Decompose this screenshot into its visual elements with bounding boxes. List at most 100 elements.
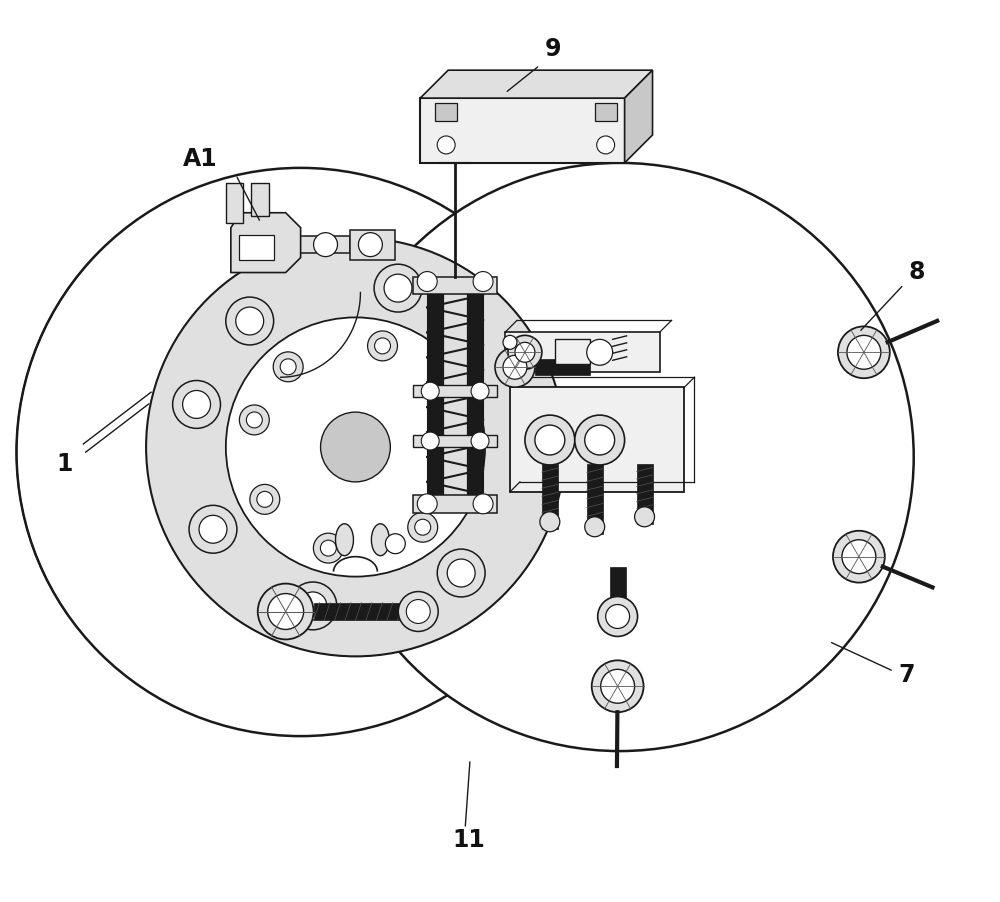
Circle shape xyxy=(842,540,876,574)
Circle shape xyxy=(385,534,405,554)
Circle shape xyxy=(508,336,542,370)
Circle shape xyxy=(525,416,575,465)
Circle shape xyxy=(421,433,439,450)
Circle shape xyxy=(417,272,437,292)
Bar xyxy=(468,283,483,507)
Circle shape xyxy=(146,238,565,657)
Circle shape xyxy=(199,516,227,544)
Circle shape xyxy=(313,534,343,564)
Ellipse shape xyxy=(371,524,389,556)
Circle shape xyxy=(540,512,560,532)
Circle shape xyxy=(375,338,391,354)
Circle shape xyxy=(398,592,438,631)
Bar xyxy=(587,465,603,534)
Circle shape xyxy=(473,494,493,514)
Text: 7: 7 xyxy=(899,663,915,686)
Circle shape xyxy=(415,520,431,536)
Circle shape xyxy=(585,517,605,537)
Polygon shape xyxy=(420,99,625,163)
Bar xyxy=(535,360,590,376)
Circle shape xyxy=(289,583,337,630)
Polygon shape xyxy=(231,214,301,273)
Circle shape xyxy=(421,382,439,400)
Circle shape xyxy=(535,426,565,456)
Bar xyxy=(505,333,660,373)
Circle shape xyxy=(592,660,644,713)
Bar xyxy=(239,235,274,261)
Bar xyxy=(443,283,467,507)
Circle shape xyxy=(226,318,485,577)
Bar xyxy=(510,388,684,492)
Circle shape xyxy=(598,597,638,637)
Bar xyxy=(413,436,497,447)
Circle shape xyxy=(314,234,338,257)
Circle shape xyxy=(273,353,303,382)
Bar xyxy=(314,603,418,621)
Circle shape xyxy=(299,593,327,621)
Bar xyxy=(435,104,457,122)
Text: 1: 1 xyxy=(56,451,73,475)
Circle shape xyxy=(173,381,220,428)
Circle shape xyxy=(368,332,397,362)
Bar xyxy=(542,465,558,529)
Circle shape xyxy=(471,382,489,400)
Ellipse shape xyxy=(336,524,353,556)
Circle shape xyxy=(473,272,493,292)
Circle shape xyxy=(321,412,390,483)
Circle shape xyxy=(495,348,535,388)
Circle shape xyxy=(236,308,264,336)
Circle shape xyxy=(326,163,914,751)
Circle shape xyxy=(189,506,237,554)
Circle shape xyxy=(601,669,635,704)
Bar xyxy=(413,277,497,295)
Text: 9: 9 xyxy=(545,37,561,61)
Circle shape xyxy=(838,327,890,379)
Circle shape xyxy=(437,137,455,155)
Circle shape xyxy=(515,343,535,363)
Circle shape xyxy=(635,507,655,527)
Circle shape xyxy=(16,169,585,736)
Circle shape xyxy=(226,298,274,345)
Circle shape xyxy=(503,336,517,350)
Text: 11: 11 xyxy=(452,827,485,851)
Circle shape xyxy=(358,234,382,257)
Circle shape xyxy=(606,605,630,629)
Bar xyxy=(595,104,617,122)
Bar xyxy=(427,283,442,507)
Polygon shape xyxy=(625,71,653,163)
Bar xyxy=(610,567,626,617)
Circle shape xyxy=(587,340,613,366)
Circle shape xyxy=(575,416,625,465)
Polygon shape xyxy=(226,184,243,224)
Circle shape xyxy=(183,391,211,419)
Bar xyxy=(413,495,497,513)
Circle shape xyxy=(503,356,527,380)
Circle shape xyxy=(597,137,615,155)
Circle shape xyxy=(280,360,296,375)
Circle shape xyxy=(833,531,885,583)
Circle shape xyxy=(406,600,430,624)
Circle shape xyxy=(258,584,314,640)
Circle shape xyxy=(246,412,262,428)
Circle shape xyxy=(320,540,336,557)
Circle shape xyxy=(408,512,438,542)
Circle shape xyxy=(384,275,412,303)
Circle shape xyxy=(585,426,615,456)
Bar xyxy=(555,340,590,365)
Circle shape xyxy=(417,494,437,514)
Polygon shape xyxy=(251,184,269,216)
Circle shape xyxy=(437,549,485,597)
Polygon shape xyxy=(286,236,350,253)
Circle shape xyxy=(239,406,269,436)
Circle shape xyxy=(268,594,304,630)
Polygon shape xyxy=(420,71,653,99)
Circle shape xyxy=(471,433,489,450)
Circle shape xyxy=(374,265,422,313)
Bar xyxy=(637,465,653,524)
Text: A1: A1 xyxy=(183,147,218,170)
Bar xyxy=(413,386,497,398)
Circle shape xyxy=(847,336,881,370)
Text: 8: 8 xyxy=(909,259,925,283)
Circle shape xyxy=(447,559,475,587)
Circle shape xyxy=(257,492,273,508)
